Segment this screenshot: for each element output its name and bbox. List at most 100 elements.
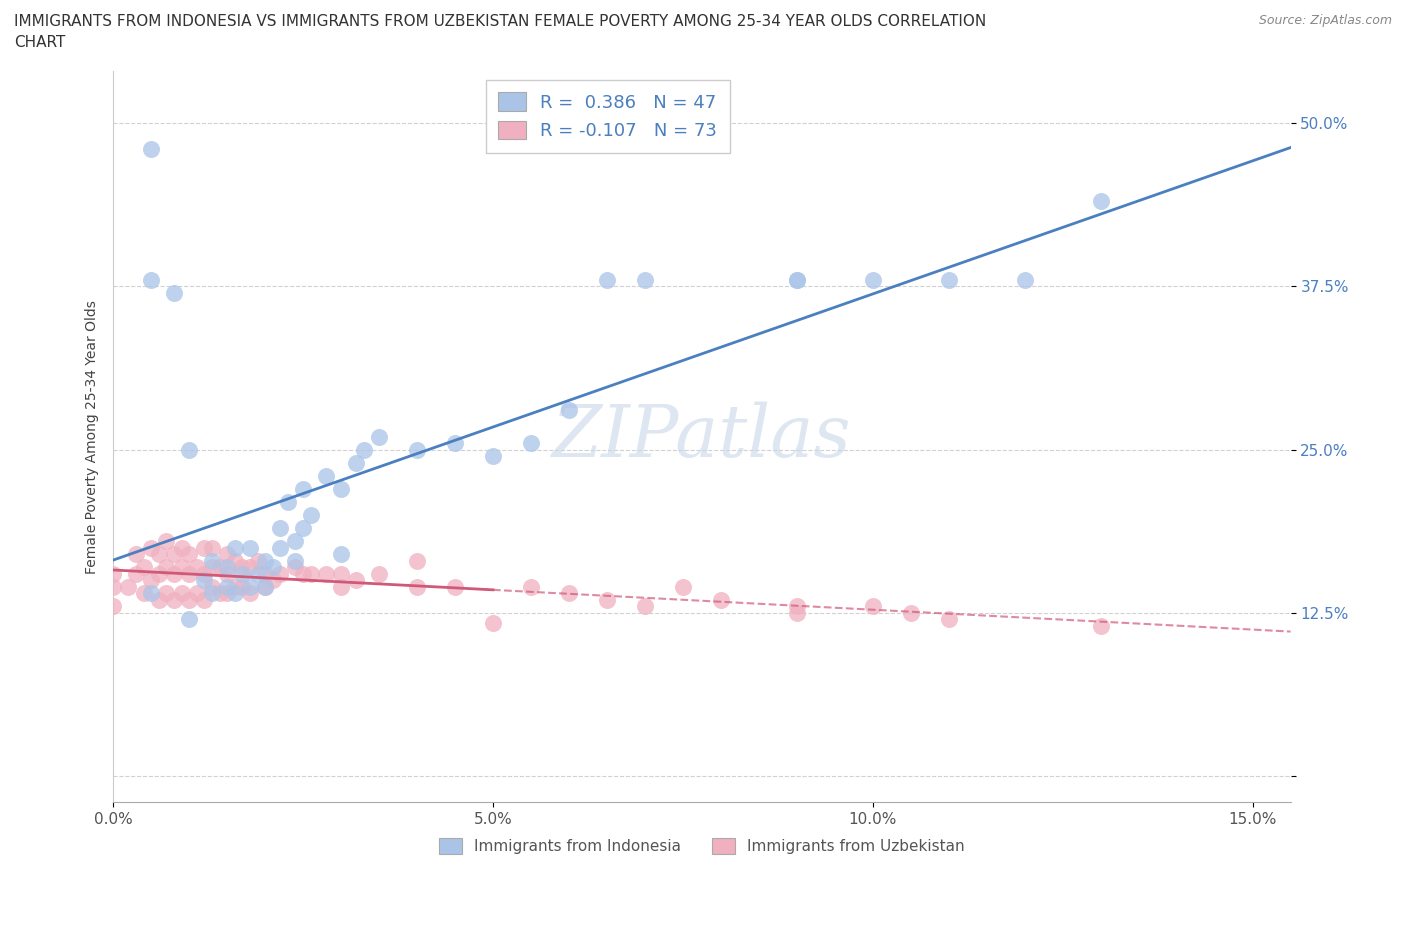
Point (239, 560, 262, 575)
Point (299, 566, 322, 581)
Point (163, 547, 186, 562)
Point (406, 553, 429, 568)
Point (163, 592, 186, 607)
Point (132, 560, 155, 575)
Point (254, 579, 277, 594)
Point (201, 540, 224, 555)
Point (179, 592, 201, 607)
Point (170, 586, 193, 601)
Point (217, 566, 239, 581)
Point (246, 566, 269, 581)
Point (179, 443, 201, 458)
Point (217, 560, 239, 575)
Point (520, 579, 543, 594)
Point (262, 573, 284, 588)
Point (231, 579, 253, 594)
Point (148, 547, 170, 562)
Point (315, 469, 337, 484)
Point (786, 599, 808, 614)
Point (155, 586, 177, 601)
Point (103, 566, 125, 581)
Point (269, 521, 291, 536)
Point (368, 429, 391, 444)
Point (217, 579, 239, 594)
Point (224, 553, 246, 568)
Text: ZIPatlas: ZIPatlas (553, 402, 852, 472)
Text: IMMIGRANTS FROM INDONESIA VS IMMIGRANTS FROM UZBEKISTAN FEMALE POVERTY AMONG 25-: IMMIGRANTS FROM INDONESIA VS IMMIGRANTS … (14, 14, 987, 29)
Point (284, 553, 307, 568)
Point (277, 495, 299, 510)
Point (1090, 618, 1112, 633)
Point (482, 616, 505, 631)
Point (862, 272, 884, 287)
Point (406, 579, 429, 594)
Point (330, 482, 353, 497)
Point (246, 553, 269, 568)
Point (558, 586, 581, 601)
Point (444, 579, 467, 594)
Point (292, 482, 315, 497)
Point (186, 560, 208, 575)
Point (284, 534, 307, 549)
Point (224, 540, 246, 555)
Point (299, 508, 322, 523)
Text: CHART: CHART (14, 35, 66, 50)
Point (786, 272, 808, 287)
Text: Source: ZipAtlas.com: Source: ZipAtlas.com (1258, 14, 1392, 27)
Point (224, 586, 246, 601)
Point (520, 435, 543, 450)
Point (634, 272, 657, 287)
Point (315, 566, 337, 581)
Point (444, 435, 467, 450)
Point (125, 547, 148, 562)
Point (179, 547, 201, 562)
Point (170, 540, 193, 555)
Point (239, 579, 262, 594)
Point (672, 579, 695, 594)
Point (217, 586, 239, 601)
Point (786, 605, 808, 620)
Point (292, 566, 315, 581)
Point (163, 286, 186, 300)
Point (103, 579, 125, 594)
Point (406, 443, 429, 458)
Point (141, 272, 163, 287)
Point (125, 566, 148, 581)
Point (231, 566, 253, 581)
Point (117, 579, 139, 594)
Point (201, 560, 224, 575)
Point (330, 579, 353, 594)
Point (330, 547, 353, 562)
Point (1090, 194, 1112, 209)
Point (193, 573, 215, 588)
Point (254, 566, 277, 581)
Point (163, 566, 186, 581)
Point (344, 456, 367, 471)
Point (368, 566, 391, 581)
Legend: Immigrants from Indonesia, Immigrants from Uzbekistan: Immigrants from Indonesia, Immigrants fr… (433, 832, 970, 860)
Point (862, 599, 884, 614)
Point (710, 592, 733, 607)
Point (179, 566, 201, 581)
Point (155, 534, 177, 549)
Point (596, 272, 619, 287)
Point (239, 586, 262, 601)
Point (170, 560, 193, 575)
Point (193, 592, 215, 607)
Point (141, 540, 163, 555)
Point (186, 586, 208, 601)
Point (224, 579, 246, 594)
Point (148, 592, 170, 607)
Point (596, 592, 619, 607)
Y-axis label: Female Poverty Among 25-34 Year Olds: Female Poverty Among 25-34 Year Olds (86, 299, 100, 574)
Point (193, 566, 215, 581)
Point (900, 605, 922, 620)
Point (353, 443, 375, 458)
Point (634, 599, 657, 614)
Point (262, 560, 284, 575)
Point (231, 560, 253, 575)
Point (179, 612, 201, 627)
Point (239, 540, 262, 555)
Point (208, 586, 231, 601)
Point (284, 560, 307, 575)
